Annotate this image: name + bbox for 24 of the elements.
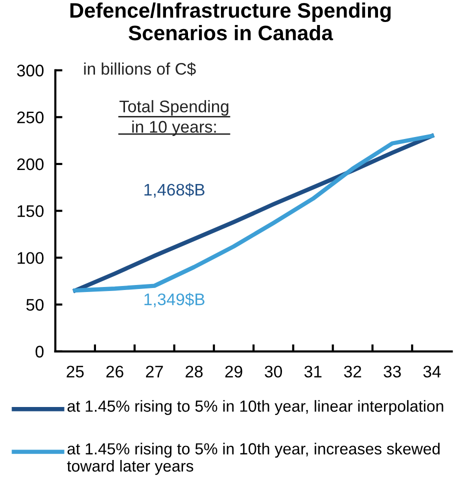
x-tick-label: 25: [66, 366, 84, 378]
x-tick-label: 31: [304, 366, 322, 378]
y-tick-label: 250: [17, 112, 44, 124]
y-tick-label: 0: [36, 346, 44, 358]
y-tick-label: 50: [26, 298, 44, 311]
y-tick-label: 200: [17, 158, 44, 170]
annotation: in billions of C$: [84, 62, 196, 76]
chart-title: Defence/Infrastructure Spending Scenarios in Canada: [70, 2, 391, 40]
legend-label: at 1.45% rising to 5% in 10th year, increases skewed toward later years: [67, 442, 440, 475]
x-tick-label: 34: [423, 366, 441, 378]
y-tick-label: 150: [18, 205, 44, 218]
y-tick-label: 300: [17, 64, 44, 76]
legend-label: at 1.45% rising to 5% in 10th year, linear interpolation: [68, 400, 444, 415]
x-tick-label: 27: [146, 366, 163, 378]
x-tick-label: 32: [344, 366, 362, 378]
x-tick-label: 29: [225, 366, 242, 378]
annotation: 1,349$B: [144, 292, 204, 308]
annotation: Total Spending in 10 years:: [120, 100, 228, 136]
x-tick-label: 26: [106, 366, 124, 378]
x-tick-label: 33: [384, 366, 401, 378]
y-tick-label: 100: [18, 252, 44, 264]
x-tick-label: 28: [186, 366, 203, 378]
annotation: 1,468$B: [144, 183, 204, 198]
x-tick-label: 30: [264, 366, 282, 378]
